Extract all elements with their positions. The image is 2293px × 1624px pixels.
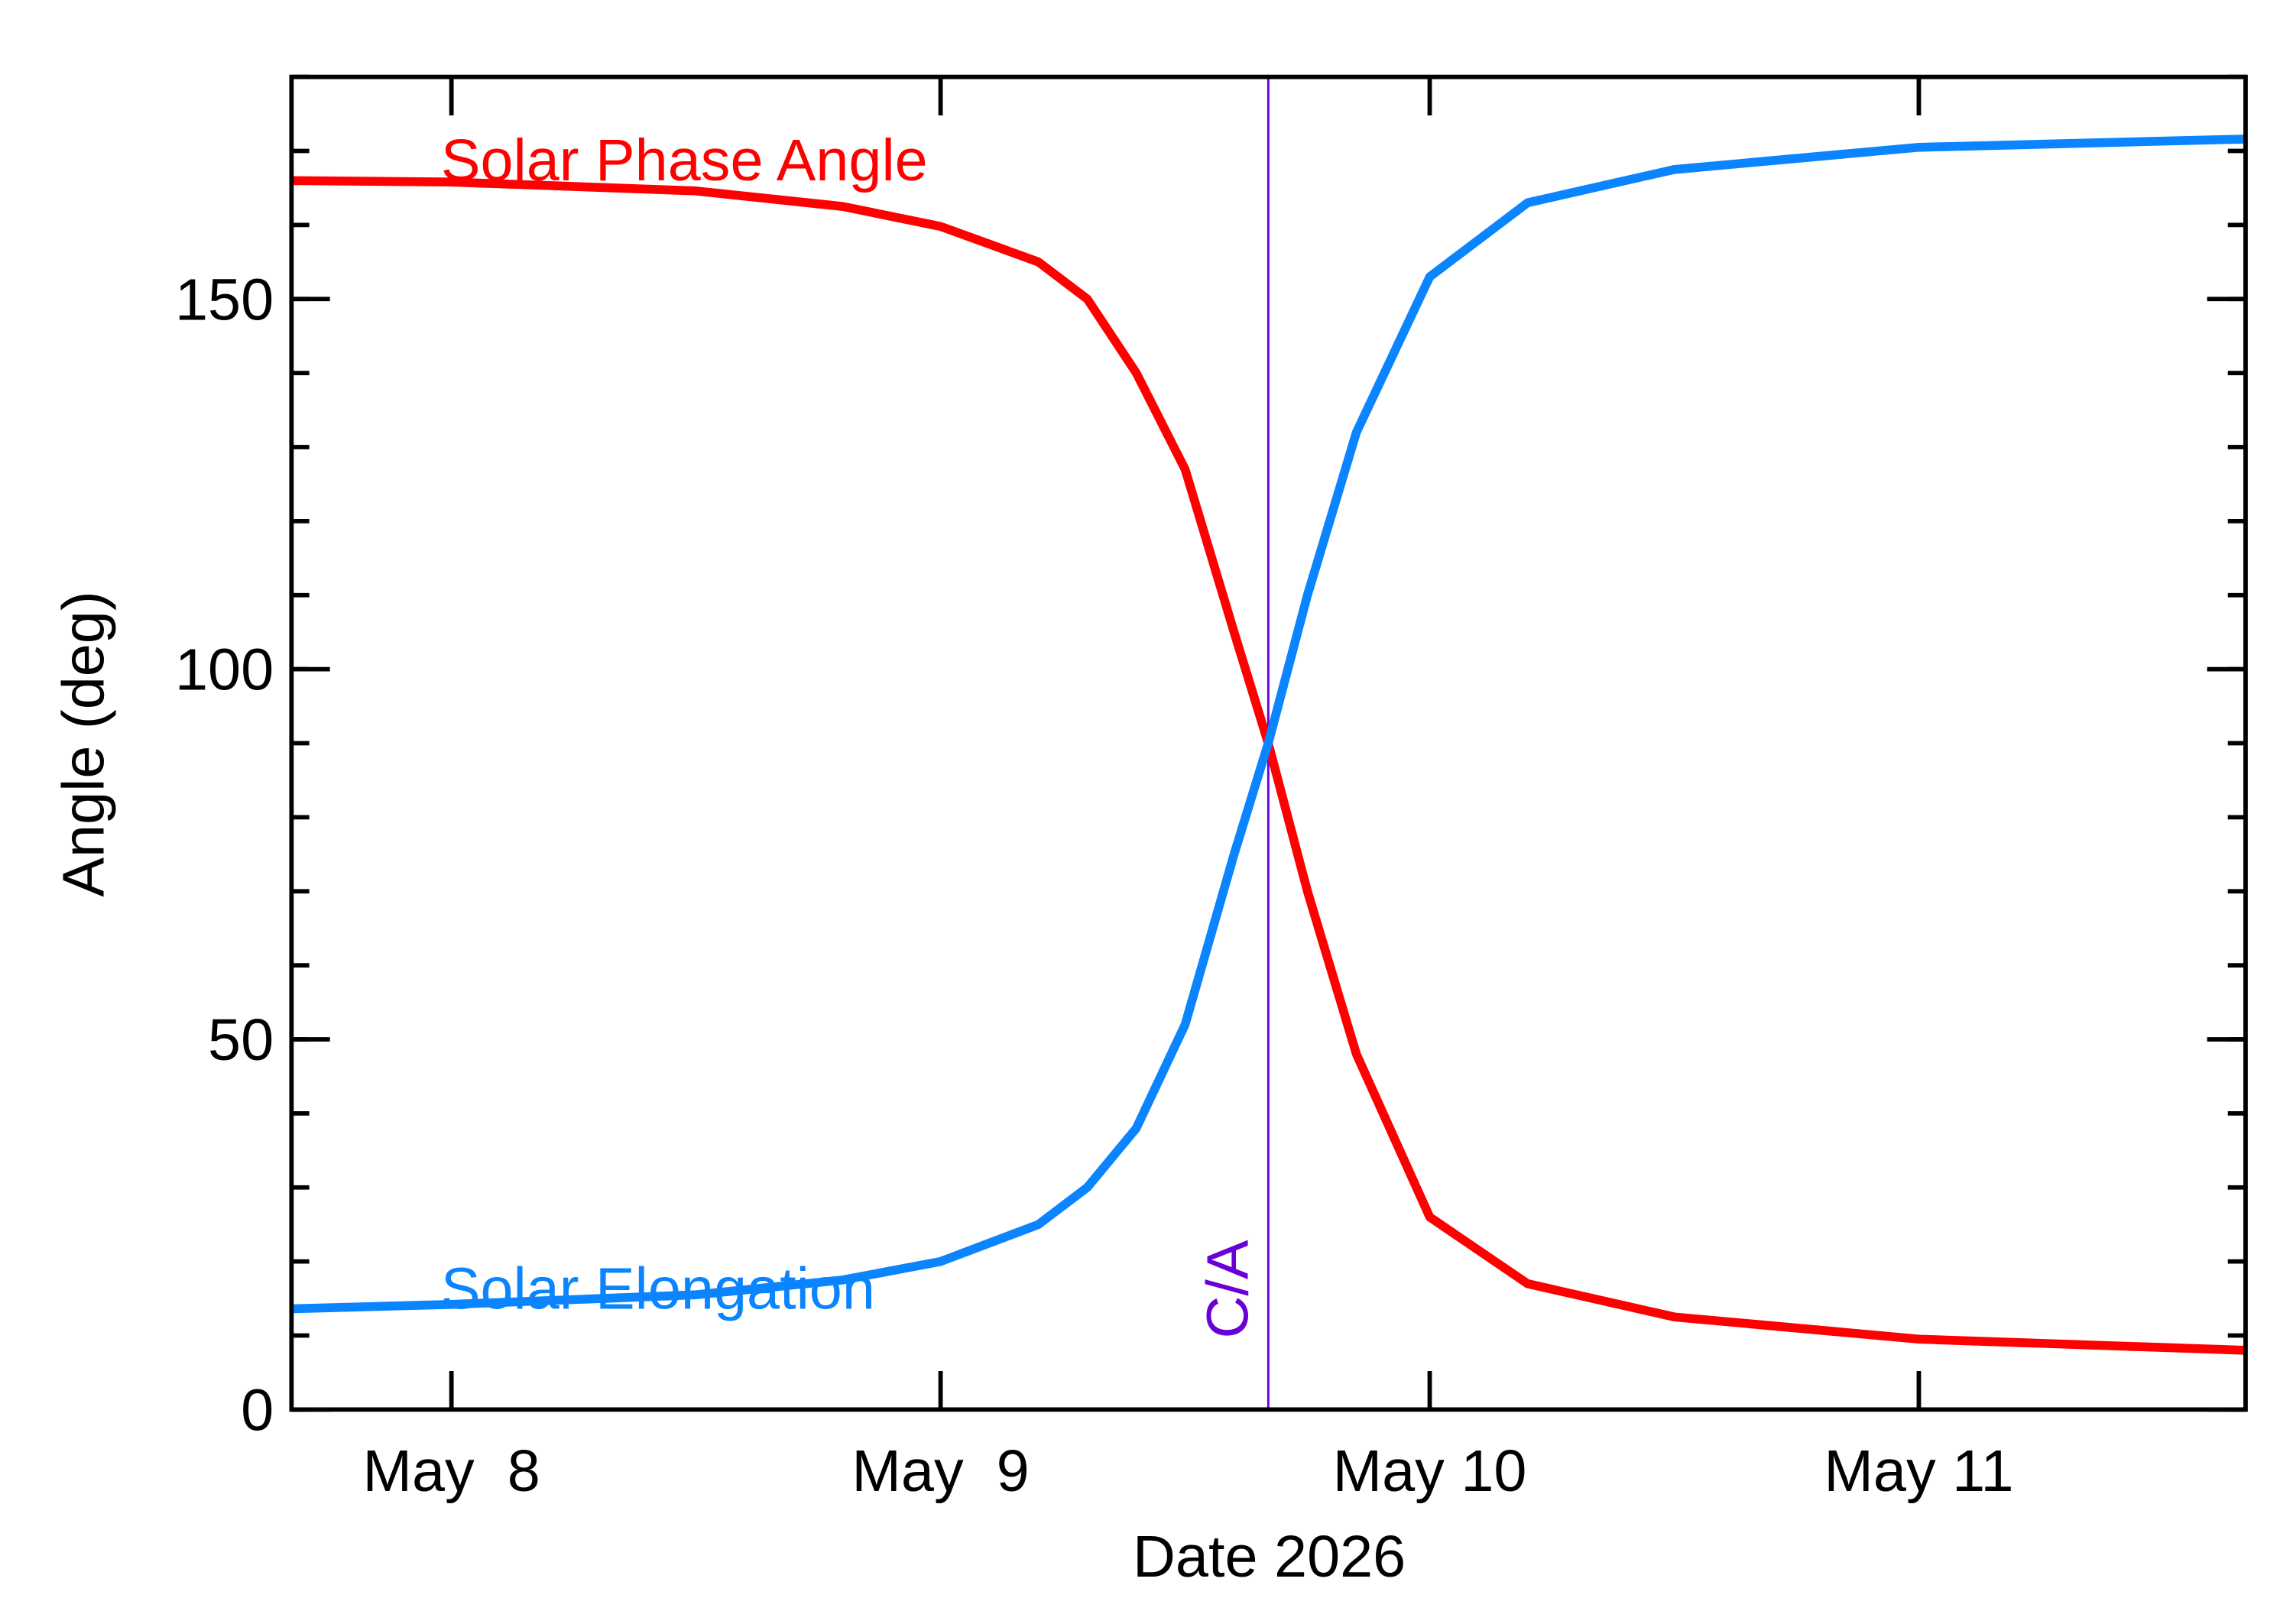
plot-frame	[289, 74, 2248, 1412]
series-label: Solar Phase Angle	[441, 128, 928, 193]
y-tick-label: 50	[208, 1007, 274, 1073]
x-tick-label: May 11	[1824, 1438, 2013, 1504]
x-tick-label: May 9	[851, 1438, 1029, 1504]
x-axis-label: Date 2026	[1133, 1524, 1406, 1590]
series-label: Solar Elongation	[441, 1256, 875, 1322]
x-tick-label: May 10	[1333, 1438, 1527, 1504]
y-tick-label: 100	[175, 637, 274, 703]
series-line	[290, 135, 2247, 1314]
closest-approach-label: C/A	[1195, 1240, 1260, 1338]
y-axis-label: Angle (deg)	[51, 591, 117, 896]
x-tick-label: May 8	[362, 1438, 540, 1504]
y-tick-label: 0	[241, 1377, 274, 1443]
y-tick-label: 150	[175, 267, 274, 332]
series-line	[290, 176, 2247, 1355]
